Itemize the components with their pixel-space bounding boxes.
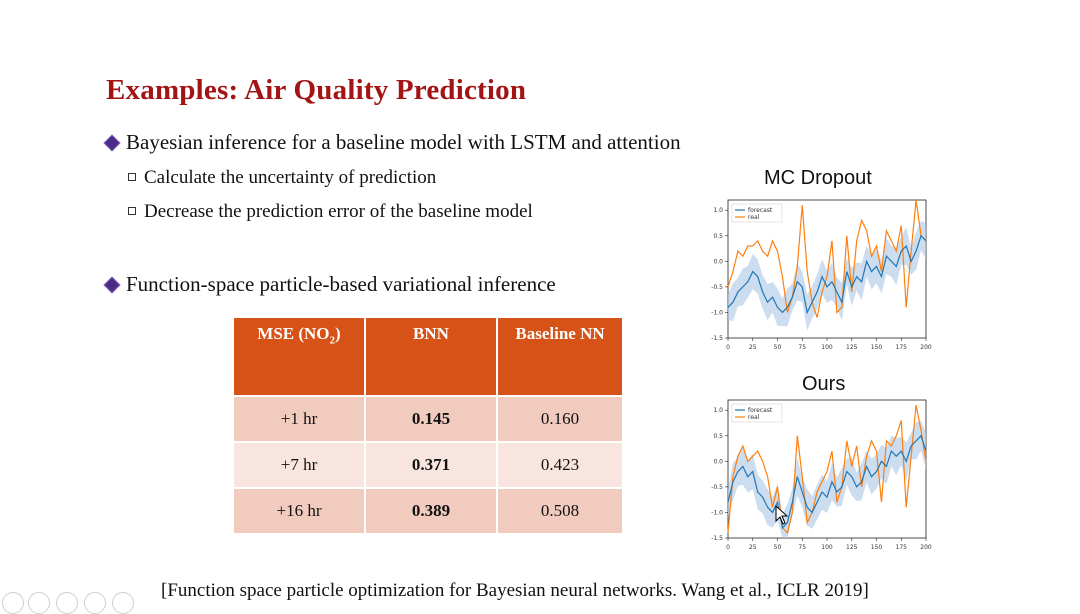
square-bullet-icon xyxy=(128,173,136,182)
y-tick-label: -1.5 xyxy=(711,335,723,342)
legend-label: forecast xyxy=(748,207,773,214)
cell-horizon: +16 hr xyxy=(234,487,366,533)
x-tick-label: 150 xyxy=(871,344,883,351)
y-tick-label: -0.5 xyxy=(711,484,723,491)
x-tick-label: 50 xyxy=(774,544,782,551)
bullet-function-space: Function-space particle-based variationa… xyxy=(102,272,556,297)
legend-label: real xyxy=(748,414,760,421)
cell-horizon: +7 hr xyxy=(234,441,366,487)
y-tick-label: 0.5 xyxy=(713,433,723,440)
x-tick-label: 200 xyxy=(920,344,932,351)
x-tick-label: 75 xyxy=(798,344,806,351)
diamond-bullet-icon xyxy=(103,276,121,294)
forecast-series-line xyxy=(727,234,927,315)
header-baseline: Baseline NN xyxy=(498,318,622,395)
x-tick-label: 200 xyxy=(920,544,932,551)
cell-horizon: +1 hr xyxy=(234,395,366,441)
zoom-icon[interactable] xyxy=(112,592,134,614)
diamond-bullet-icon xyxy=(103,134,121,152)
bullet-text: Function-space particle-based variationa… xyxy=(126,272,556,296)
sub-bullet-text: Calculate the uncertainty of prediction xyxy=(144,167,437,188)
forecast-series-line xyxy=(727,434,927,530)
cell-bnn: 0.371 xyxy=(366,441,498,487)
y-tick-label: -1.0 xyxy=(711,509,723,516)
y-tick-label: 1.0 xyxy=(713,207,723,214)
slide-title: Examples: Air Quality Prediction xyxy=(106,74,527,106)
header-bnn: BNN xyxy=(366,318,498,395)
x-tick-label: 75 xyxy=(798,544,806,551)
bullet-bayesian-inference: Bayesian inference for a baseline model … xyxy=(102,130,681,155)
y-tick-label: -1.5 xyxy=(711,535,723,542)
chart-title-mc-dropout: MC Dropout xyxy=(764,167,872,189)
mse-results-table: MSE (NO2) BNN Baseline NN +1 hr 0.145 0.… xyxy=(234,318,622,533)
bullet-text: Bayesian inference for a baseline model … xyxy=(126,130,681,154)
legend-label: real xyxy=(748,214,760,221)
cell-bnn: 0.389 xyxy=(366,487,498,533)
mc-dropout-chart: 0 25 50 75 100 125 150 175 200 1.0 0.5 0.0 -0.5 -1.0 -… xyxy=(711,199,932,351)
x-tick-label: 125 xyxy=(846,544,858,551)
header-mse: MSE (NO2) xyxy=(234,318,366,395)
table-row: +1 hr 0.145 0.160 xyxy=(234,395,622,441)
sub-bullet-text: Decrease the prediction error of the bas… xyxy=(144,201,533,222)
y-tick-label: 1.0 xyxy=(713,407,723,414)
x-tick-label: 175 xyxy=(896,344,908,351)
x-tick-label: 25 xyxy=(749,544,757,551)
x-tick-label: 125 xyxy=(846,344,858,351)
y-tick-label: 0.0 xyxy=(713,258,723,265)
square-bullet-icon xyxy=(128,207,136,216)
x-tick-label: 100 xyxy=(821,344,833,351)
x-tick-label: 25 xyxy=(749,344,757,351)
table-row: +7 hr 0.371 0.423 xyxy=(234,441,622,487)
x-tick-label: 175 xyxy=(896,544,908,551)
real-series-line xyxy=(727,404,927,535)
table-row: +16 hr 0.389 0.508 xyxy=(234,487,622,533)
real-series-line xyxy=(727,199,927,318)
cell-baseline: 0.423 xyxy=(498,441,622,487)
y-tick-label: 0.0 xyxy=(713,458,723,465)
cell-baseline: 0.160 xyxy=(498,395,622,441)
x-tick-label: 50 xyxy=(774,344,782,351)
sub-bullet-uncertainty: Calculate the uncertainty of prediction xyxy=(126,167,436,189)
sub-bullet-error: Decrease the prediction error of the bas… xyxy=(126,201,533,223)
legend-label: forecast xyxy=(748,407,773,414)
table-header-row: MSE (NO2) BNN Baseline NN xyxy=(234,318,622,395)
cell-bnn: 0.145 xyxy=(366,395,498,441)
ours-chart: 0 25 50 75 100 125 150 175 200 1.0 0.5 0.0 -0.5 -1.0 -… xyxy=(711,399,932,551)
y-tick-label: -0.5 xyxy=(711,284,723,291)
slides-grid-icon[interactable] xyxy=(84,592,106,614)
x-tick-label: 150 xyxy=(871,544,883,551)
chart-title-ours: Ours xyxy=(802,373,846,395)
x-tick-label: 0 xyxy=(726,544,730,551)
citation: [Function space particle optimization fo… xyxy=(161,580,869,601)
x-tick-label: 100 xyxy=(821,544,833,551)
x-tick-label: 0 xyxy=(726,344,730,351)
next-slide-icon[interactable] xyxy=(28,592,50,614)
prev-slide-icon[interactable] xyxy=(2,592,24,614)
mouse-cursor-icon xyxy=(775,505,789,525)
presentation-toolbar xyxy=(0,592,170,614)
cell-baseline: 0.508 xyxy=(498,487,622,533)
y-tick-label: 0.5 xyxy=(713,233,723,240)
pen-icon[interactable] xyxy=(56,592,78,614)
y-tick-label: -1.0 xyxy=(711,309,723,316)
